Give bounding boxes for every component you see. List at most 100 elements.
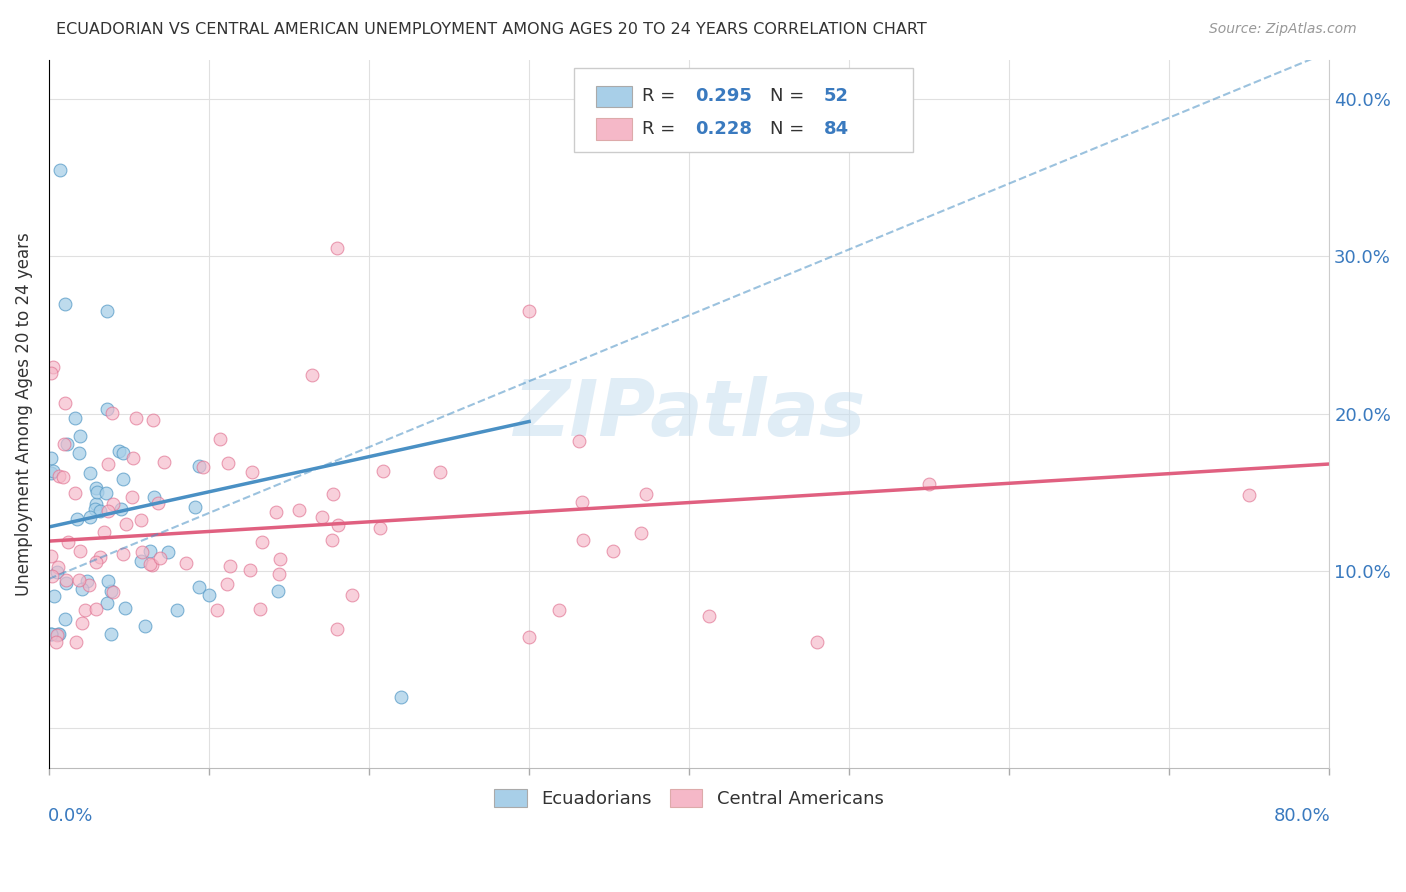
Point <box>183 500 205 515</box>
Point <box>572 533 595 548</box>
Point <box>69 544 91 558</box>
Point <box>42 589 65 603</box>
Point <box>368 521 391 535</box>
Point <box>84 501 107 516</box>
Point <box>267 584 290 599</box>
Point <box>100 627 122 641</box>
Point <box>125 410 148 425</box>
Point <box>63 485 86 500</box>
Point <box>187 459 209 474</box>
Legend: Ecuadorians, Central Americans: Ecuadorians, Central Americans <box>488 781 891 815</box>
Point <box>131 545 153 559</box>
Point <box>517 630 540 644</box>
Point <box>70 615 93 630</box>
Point <box>218 559 240 574</box>
Point <box>84 602 107 616</box>
Point <box>97 574 120 588</box>
Point <box>301 368 323 382</box>
Point <box>267 567 290 582</box>
Text: 52: 52 <box>824 87 849 105</box>
Point <box>93 524 115 539</box>
Point <box>129 554 152 568</box>
Point <box>187 580 209 594</box>
Point <box>65 635 87 649</box>
Point <box>86 484 108 499</box>
Point <box>697 609 720 624</box>
Point <box>110 502 132 516</box>
Point <box>548 603 571 617</box>
Text: Source: ZipAtlas.com: Source: ZipAtlas.com <box>1209 22 1357 37</box>
Point <box>112 472 135 486</box>
Point <box>918 477 941 491</box>
Point <box>49 162 72 177</box>
Point <box>53 612 76 626</box>
Point <box>55 573 77 587</box>
Point <box>39 549 62 563</box>
Point <box>250 534 273 549</box>
Point <box>142 491 165 505</box>
Text: R =: R = <box>641 120 681 138</box>
Point <box>148 496 170 510</box>
Point <box>217 577 239 591</box>
Point <box>101 498 124 512</box>
Point <box>114 517 136 532</box>
Point <box>249 601 271 615</box>
Point <box>77 578 100 592</box>
FancyBboxPatch shape <box>574 68 912 152</box>
Point <box>174 556 197 570</box>
Point <box>322 487 344 501</box>
Point <box>239 563 262 577</box>
Point <box>46 565 69 579</box>
Text: 0.228: 0.228 <box>696 120 752 138</box>
Point <box>66 511 89 525</box>
Text: ZIPatlas: ZIPatlas <box>513 376 865 451</box>
Point <box>156 545 179 559</box>
Point <box>568 434 591 448</box>
Point <box>264 504 287 518</box>
Point <box>39 466 62 480</box>
Point <box>634 486 657 500</box>
Point <box>134 619 156 633</box>
Point <box>114 601 136 615</box>
Point <box>288 502 311 516</box>
Point <box>73 603 96 617</box>
Point <box>42 359 65 374</box>
Point <box>45 635 67 649</box>
Point <box>371 464 394 478</box>
Point <box>121 490 143 504</box>
Point <box>326 242 349 256</box>
Point <box>63 411 86 425</box>
Point <box>48 627 70 641</box>
Point <box>67 446 90 460</box>
Text: 0.0%: 0.0% <box>48 806 93 824</box>
Point <box>46 627 69 641</box>
Point <box>108 444 131 458</box>
Point <box>149 550 172 565</box>
Point <box>96 458 118 472</box>
Point <box>96 304 118 318</box>
Point <box>69 429 91 443</box>
Point <box>96 596 118 610</box>
Point <box>240 466 263 480</box>
Text: ECUADORIAN VS CENTRAL AMERICAN UNEMPLOYMENT AMONG AGES 20 TO 24 YEARS CORRELATIO: ECUADORIAN VS CENTRAL AMERICAN UNEMPLOYM… <box>56 22 927 37</box>
Point <box>96 402 118 417</box>
Point <box>39 451 62 466</box>
Point <box>311 510 333 524</box>
Point <box>1239 488 1261 502</box>
Point <box>76 574 98 588</box>
Point <box>53 296 76 310</box>
Point <box>111 547 134 561</box>
Point <box>321 533 343 548</box>
Point <box>101 406 124 420</box>
Point <box>191 459 214 474</box>
Point <box>112 446 135 460</box>
Point <box>51 470 73 484</box>
Point <box>53 396 76 410</box>
Point <box>129 513 152 527</box>
Point <box>86 482 108 496</box>
Point <box>45 628 67 642</box>
Text: N =: N = <box>769 120 810 138</box>
Text: N =: N = <box>769 87 810 105</box>
Point <box>142 413 165 427</box>
Point <box>207 603 229 617</box>
